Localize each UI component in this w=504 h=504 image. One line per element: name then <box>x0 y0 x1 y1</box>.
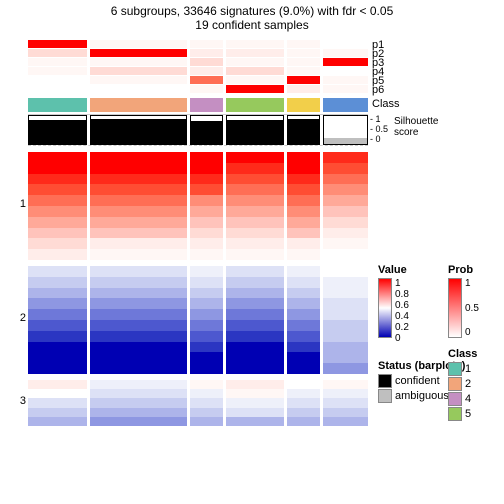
legend-title: Prob <box>448 264 479 276</box>
heatmap-block <box>28 266 368 374</box>
legend-item: 4 <box>448 392 477 406</box>
silhouette-row <box>28 114 368 146</box>
class-row <box>28 98 368 112</box>
legend-item: 5 <box>448 407 477 421</box>
prob-row <box>28 76 368 84</box>
heatmap-block <box>28 380 368 426</box>
title-line1: 6 subgroups, 33646 signatures (9.0%) wit… <box>0 0 504 18</box>
legend-item: 2 <box>448 377 477 391</box>
heatmap-block-label: 1 <box>0 198 26 210</box>
prob-row <box>28 58 368 66</box>
legend-title: Value <box>378 264 409 276</box>
silhouette-axis: - 1- 0.5- 0 <box>370 114 388 144</box>
plot-area <box>28 40 368 432</box>
prob-label: p6 <box>372 84 384 96</box>
legend-title: Class <box>448 348 477 360</box>
silhouette-label: Silhouette score <box>394 116 438 138</box>
prob-row <box>28 85 368 93</box>
title-line2: 19 confident samples <box>0 18 504 32</box>
legend-class: Class 1245 <box>448 348 477 422</box>
class-label: Class <box>372 98 400 110</box>
legend-item: 1 <box>448 362 477 376</box>
prob-row <box>28 67 368 75</box>
heatmap-block <box>28 152 368 260</box>
prob-row <box>28 40 368 48</box>
prob-row <box>28 49 368 57</box>
legend-value: Value10.80.60.40.20 <box>378 264 409 338</box>
heatmap-block-label: 2 <box>0 312 26 324</box>
legend-prob: Prob10.50 <box>448 264 479 338</box>
heatmap-block-label: 3 <box>0 395 26 407</box>
